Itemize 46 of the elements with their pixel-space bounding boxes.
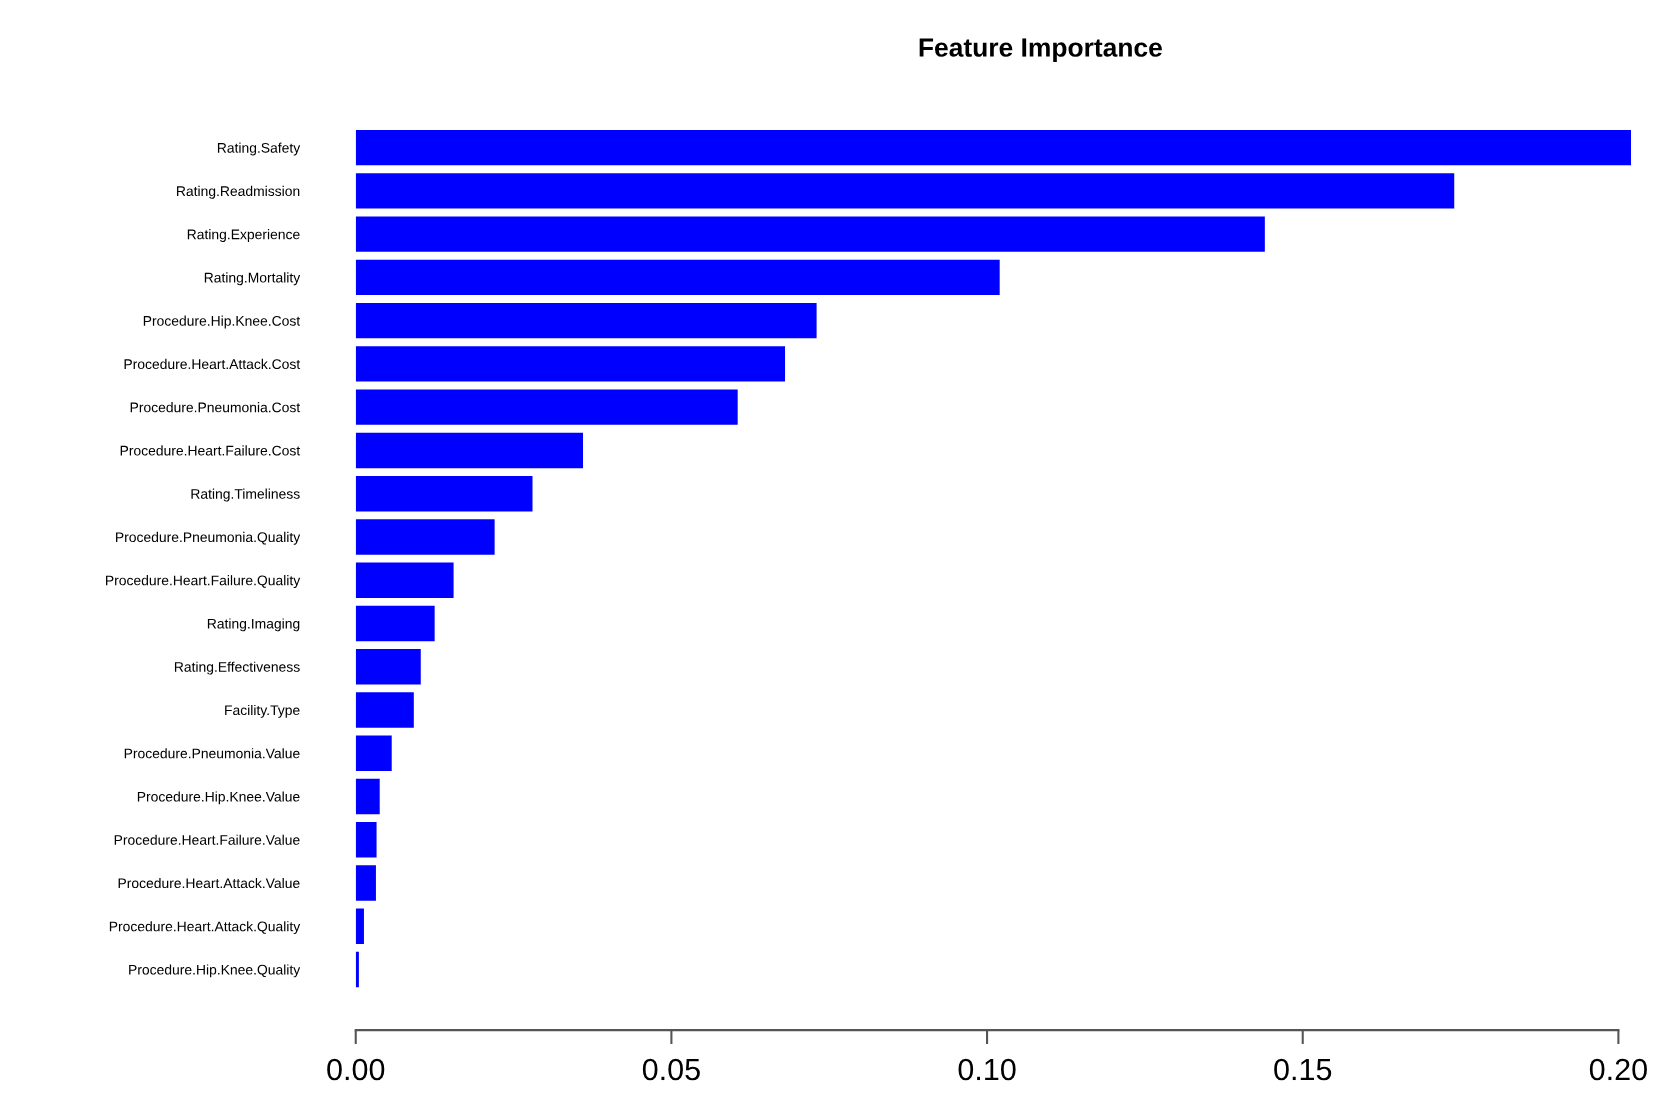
bar bbox=[355, 865, 376, 901]
y-tick-label: Procedure.Heart.Attack.Quality bbox=[109, 921, 301, 935]
bar bbox=[355, 302, 817, 339]
bar bbox=[355, 129, 1632, 166]
x-tick-label: 0.20 bbox=[1589, 1058, 1647, 1081]
bar bbox=[355, 259, 1000, 296]
bar bbox=[355, 908, 364, 944]
y-tick-label: Rating.Readmission bbox=[177, 185, 300, 199]
x-tick-label: 0.15 bbox=[1274, 1058, 1332, 1081]
y-tick-label: Procedure.Hip.Knee.Cost bbox=[143, 315, 301, 329]
y-tick-label: Rating.Experience bbox=[187, 229, 300, 243]
y-tick-label: Procedure.Heart.Failure.Value bbox=[114, 834, 300, 845]
bar bbox=[355, 389, 738, 425]
bar bbox=[355, 519, 495, 555]
bar bbox=[355, 692, 414, 728]
bar bbox=[355, 432, 584, 469]
x-tick-label: 0.05 bbox=[642, 1058, 700, 1081]
bar bbox=[355, 648, 421, 685]
y-tick-label: Rating.Mortality bbox=[204, 272, 301, 286]
bar bbox=[355, 735, 392, 771]
y-tick-label: Rating.Imaging bbox=[207, 618, 300, 632]
y-tick-label: Procedure.Heart.Attack.Value bbox=[118, 877, 300, 889]
bar bbox=[355, 475, 533, 512]
chart-title: Feature Importance bbox=[919, 38, 1162, 63]
bar bbox=[355, 778, 380, 815]
bar bbox=[355, 173, 1455, 209]
bar bbox=[355, 821, 377, 858]
y-tick-label: Procedure.Pneumonia.Quality bbox=[116, 531, 301, 545]
y-tick-label: Procedure.Heart.Failure.Quality bbox=[106, 575, 301, 589]
y-tick-label: Procedure.Heart.Failure.Cost bbox=[120, 445, 301, 456]
bar bbox=[355, 216, 1265, 252]
y-tick-label: Procedure.Hip.Knee.Value bbox=[137, 791, 300, 805]
x-tick-label: 0.10 bbox=[958, 1058, 1016, 1081]
bar bbox=[355, 346, 786, 382]
y-tick-label: Facility.Type bbox=[225, 704, 300, 718]
bar bbox=[355, 562, 454, 598]
bar bbox=[355, 605, 435, 642]
y-tick-label: Rating.Safety bbox=[217, 142, 301, 156]
bar bbox=[355, 951, 359, 988]
x-tick-label: 0.00 bbox=[327, 1058, 385, 1081]
y-tick-label: Rating.Timeliness bbox=[191, 488, 300, 502]
y-tick-label: Procedure.Pneumonia.Value bbox=[124, 748, 300, 759]
y-tick-label: Rating.Effectiveness bbox=[174, 661, 300, 675]
y-tick-label: Procedure.Heart.Attack.Cost bbox=[124, 358, 301, 370]
y-tick-label: Procedure.Pneumonia.Cost bbox=[130, 402, 301, 413]
y-tick-label: Procedure.Hip.Knee.Quality bbox=[129, 964, 301, 978]
